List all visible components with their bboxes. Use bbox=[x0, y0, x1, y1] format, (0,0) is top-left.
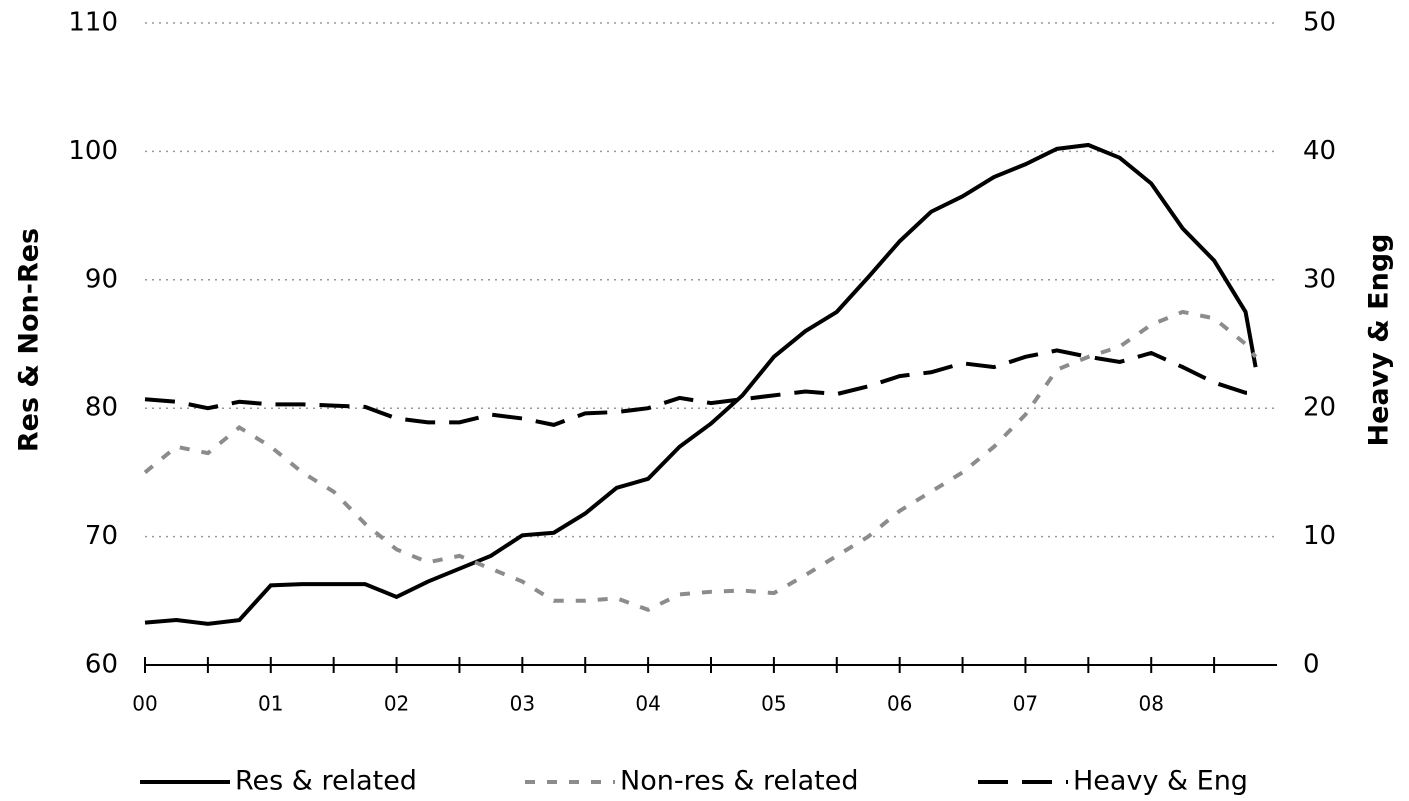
y-tick-label: 80 bbox=[85, 393, 118, 423]
x-tick-label: 00 bbox=[132, 692, 157, 716]
x-tick-label: 08 bbox=[1138, 692, 1163, 716]
x-tick-label: 02 bbox=[384, 692, 409, 716]
x-tick-label: 05 bbox=[761, 692, 786, 716]
x-tick-label: 04 bbox=[635, 692, 660, 716]
y2-axis-title: Heavy & Engg bbox=[1364, 234, 1395, 447]
y2-tick-label: 10 bbox=[1303, 521, 1336, 551]
y-tick-label: 90 bbox=[85, 264, 118, 294]
y-tick-label: 100 bbox=[68, 136, 118, 166]
series-line bbox=[144, 142, 1258, 626]
y2-tick-label: 0 bbox=[1303, 650, 1320, 680]
x-tick-label: 07 bbox=[1013, 692, 1038, 716]
x-tick-label: 06 bbox=[887, 692, 912, 716]
y-axis-title: Res & Non-Res bbox=[14, 228, 45, 452]
x-tick-label: 01 bbox=[258, 692, 283, 716]
y2-tick-label: 30 bbox=[1303, 264, 1336, 294]
y-tick-label: 70 bbox=[85, 521, 118, 551]
x-tick-label: 03 bbox=[510, 692, 535, 716]
series-line bbox=[144, 348, 1256, 427]
y2-tick-label: 20 bbox=[1303, 393, 1336, 423]
y-tick-label: 60 bbox=[85, 650, 118, 680]
legend-label: Non-res & related bbox=[620, 766, 858, 797]
series-line bbox=[143, 309, 1258, 612]
legend-label: Res & related bbox=[235, 766, 417, 797]
legend-label: Heavy & Eng bbox=[1073, 766, 1248, 797]
y2-tick-label: 50 bbox=[1303, 8, 1336, 38]
y2-tick-label: 40 bbox=[1303, 136, 1336, 166]
y-tick-label: 110 bbox=[68, 8, 118, 38]
